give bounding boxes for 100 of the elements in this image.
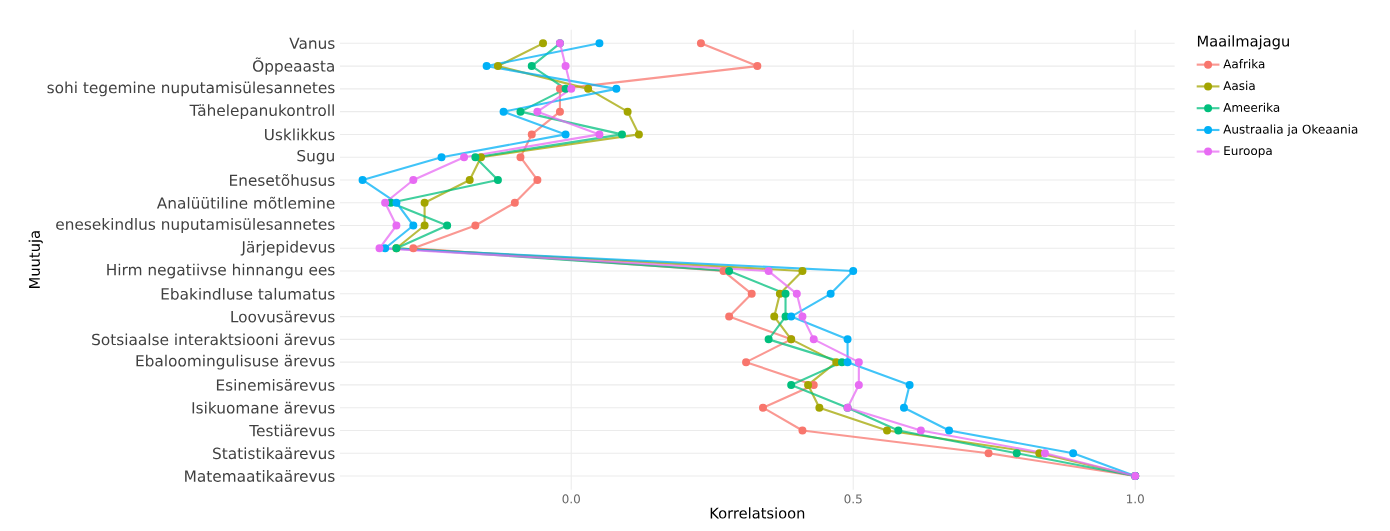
y-tick-label: Testiärevus bbox=[249, 424, 335, 437]
point bbox=[375, 244, 384, 253]
point bbox=[392, 198, 401, 207]
point bbox=[555, 107, 564, 116]
point bbox=[984, 449, 993, 458]
y-tick-label: Sotsiaalse interaktsiooni ärevus bbox=[92, 333, 335, 346]
legend-label: Ameerika bbox=[1223, 102, 1280, 112]
point bbox=[826, 289, 835, 298]
point bbox=[899, 403, 908, 412]
point bbox=[612, 84, 621, 93]
point bbox=[770, 312, 779, 321]
point bbox=[584, 84, 593, 93]
point bbox=[409, 244, 418, 253]
point bbox=[493, 62, 502, 71]
point bbox=[381, 244, 390, 253]
y-tick-label: Tähelepanukontroll bbox=[189, 104, 334, 120]
point bbox=[499, 107, 508, 116]
point bbox=[527, 130, 536, 139]
point bbox=[465, 175, 474, 184]
point bbox=[883, 426, 892, 435]
y-tick-label: Usklikkus bbox=[265, 128, 335, 141]
point bbox=[460, 153, 469, 162]
point bbox=[764, 335, 773, 344]
point bbox=[798, 312, 807, 321]
legend-label: Aasia bbox=[1223, 80, 1255, 91]
point bbox=[798, 426, 807, 435]
point bbox=[764, 267, 773, 276]
point bbox=[1035, 449, 1044, 458]
legend-label: Austraalia ja Okeaania bbox=[1223, 124, 1358, 137]
y-tick-label: Analüütiline mõtlemine bbox=[156, 196, 335, 209]
point bbox=[815, 403, 824, 412]
point bbox=[742, 358, 751, 367]
x-tick-label: 0.0 bbox=[562, 494, 580, 504]
y-axis-title: Muutuja bbox=[28, 231, 43, 288]
y-tick-label: Statistikaärevus bbox=[213, 447, 335, 460]
y-tick-label: Ebaloomingulisuse ärevus bbox=[136, 354, 335, 370]
point bbox=[787, 380, 796, 389]
point bbox=[787, 312, 796, 321]
point bbox=[849, 267, 858, 276]
y-tick-label: Õppeaasta bbox=[253, 57, 334, 75]
point bbox=[798, 267, 807, 276]
point bbox=[381, 198, 390, 207]
point bbox=[725, 267, 734, 276]
point bbox=[696, 39, 705, 48]
point bbox=[482, 62, 491, 71]
point bbox=[516, 107, 525, 116]
point bbox=[437, 153, 446, 162]
y-tick-label: Loovusärevus bbox=[231, 310, 335, 323]
point bbox=[623, 107, 632, 116]
y-tick-label: Isikuomane ärevus bbox=[192, 401, 335, 414]
point bbox=[843, 358, 852, 367]
point bbox=[634, 130, 643, 139]
point bbox=[781, 289, 790, 298]
point bbox=[916, 426, 925, 435]
point bbox=[747, 289, 756, 298]
point bbox=[854, 380, 863, 389]
point bbox=[804, 380, 813, 389]
y-tick-label: Ebakindluse talumatus bbox=[161, 287, 335, 300]
point bbox=[725, 312, 734, 321]
point bbox=[409, 221, 418, 230]
point bbox=[1040, 449, 1049, 458]
legend-label: Euroopa bbox=[1224, 146, 1272, 158]
point bbox=[420, 198, 429, 207]
y-tick-label: Sugu bbox=[297, 149, 334, 165]
point bbox=[792, 289, 801, 298]
point bbox=[471, 153, 480, 162]
point bbox=[905, 380, 914, 389]
point bbox=[567, 84, 576, 93]
y-tick-label: Järjepidevus bbox=[240, 240, 335, 256]
legend-label: Aafrika bbox=[1223, 59, 1265, 69]
point bbox=[595, 130, 604, 139]
x-tick-label: 0.5 bbox=[844, 494, 862, 504]
point bbox=[516, 153, 525, 162]
point bbox=[775, 289, 784, 298]
y-tick-label: sohi tegemine nuputamisülesannetes bbox=[47, 81, 335, 97]
y-tick-label: Esinemisärevus bbox=[216, 378, 335, 391]
point bbox=[471, 221, 480, 230]
point bbox=[894, 426, 903, 435]
point bbox=[493, 175, 502, 184]
point bbox=[753, 62, 762, 71]
point bbox=[409, 175, 418, 184]
point bbox=[617, 130, 626, 139]
point bbox=[358, 175, 367, 184]
point bbox=[595, 39, 604, 48]
y-tick-label: Vanus bbox=[289, 37, 335, 50]
point bbox=[510, 198, 519, 207]
y-tick-label: Hirm negatiivse hinnangu ees bbox=[107, 263, 335, 279]
point bbox=[533, 107, 542, 116]
point bbox=[945, 426, 954, 435]
point bbox=[527, 62, 536, 71]
point bbox=[1069, 449, 1078, 458]
point bbox=[832, 358, 841, 367]
point bbox=[539, 39, 548, 48]
point bbox=[561, 130, 570, 139]
point bbox=[392, 221, 401, 230]
point bbox=[1012, 449, 1021, 458]
point bbox=[443, 221, 452, 230]
y-tick-label: Enesetõhusus bbox=[230, 173, 335, 187]
y-tick-label: enesekindlus nuputamisülesannetes bbox=[56, 218, 335, 233]
point bbox=[854, 358, 863, 367]
